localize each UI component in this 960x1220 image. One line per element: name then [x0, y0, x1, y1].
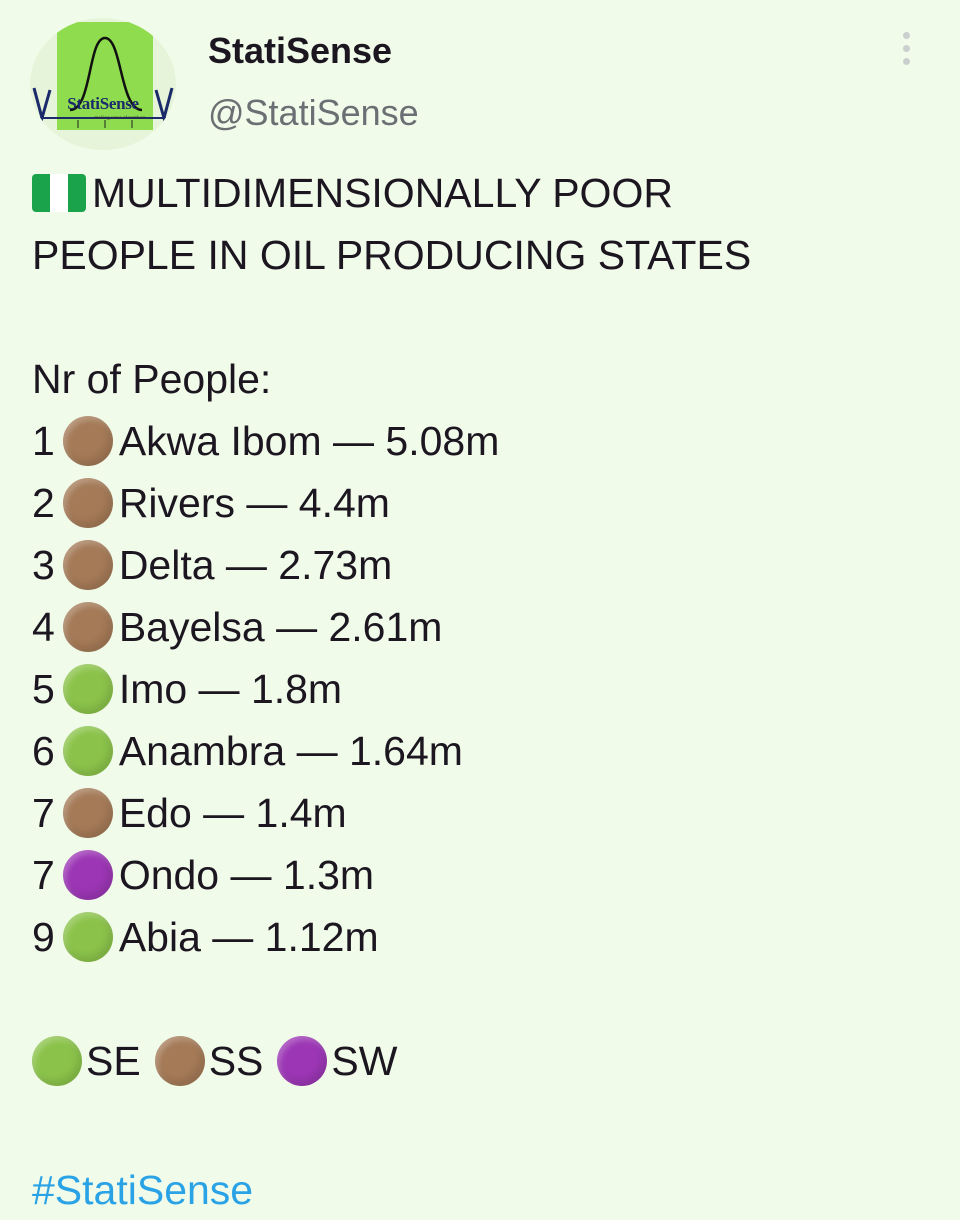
- bell-curve-icon: [32, 36, 174, 128]
- avatar[interactable]: StatiSense making sense of numbers: [30, 18, 176, 150]
- item-rank: 9: [32, 914, 55, 960]
- region-se-dot-icon: [32, 1036, 82, 1086]
- item-text: Edo — 1.4m: [118, 790, 347, 836]
- region-legend: SE SS SW: [32, 1030, 932, 1092]
- list-item: 1 Akwa Ibom — 5.08m: [32, 410, 932, 472]
- region-ss-dot-icon: [62, 478, 113, 528]
- region-ss-dot-icon: [62, 602, 113, 652]
- item-rank: 4: [32, 604, 55, 650]
- item-text: Bayelsa — 2.61m: [118, 604, 443, 650]
- list-item: 6 Anambra — 1.64m: [32, 720, 932, 782]
- item-rank: 3: [32, 542, 55, 588]
- region-se-dot-icon: [62, 912, 113, 962]
- item-rank: 5: [32, 666, 55, 712]
- list-item: 2 Rivers — 4.4m: [32, 472, 932, 534]
- region-sw-dot-icon: [62, 850, 113, 900]
- item-text: Akwa Ibom — 5.08m: [118, 418, 500, 464]
- region-ss-dot-icon: [62, 788, 113, 838]
- region-se-dot-icon: [62, 664, 113, 714]
- item-text: Anambra — 1.64m: [118, 728, 463, 774]
- avatar-logo-tagline: making sense of numbers: [94, 116, 146, 121]
- legend-label: SW: [331, 1038, 398, 1084]
- region-sw-dot-icon: [277, 1036, 328, 1086]
- list-item: 7 Ondo — 1.3m: [32, 844, 932, 906]
- legend-item-se: SE: [32, 1030, 141, 1092]
- post-subtitle: Nr of People:: [32, 356, 272, 402]
- legend-label: SE: [86, 1038, 141, 1084]
- display-name[interactable]: StatiSense: [208, 30, 393, 71]
- more-options-icon[interactable]: [898, 32, 914, 72]
- user-handle[interactable]: @StatiSense: [208, 92, 419, 133]
- list-item: 4 Bayelsa — 2.61m: [32, 596, 932, 658]
- region-ss-dot-icon: [62, 416, 113, 466]
- region-ss-dot-icon: [62, 540, 113, 590]
- avatar-logo-text: StatiSense: [67, 94, 139, 113]
- item-text: Imo — 1.8m: [118, 666, 343, 712]
- item-rank: 2: [32, 480, 55, 526]
- item-text: Abia — 1.12m: [118, 914, 379, 960]
- logo-background: [57, 22, 153, 130]
- item-text: Delta — 2.73m: [118, 542, 393, 588]
- region-ss-dot-icon: [154, 1036, 205, 1086]
- item-rank: 6: [32, 728, 55, 774]
- post-title-line-1: MULTIDIMENSIONALLY POOR: [32, 162, 932, 224]
- legend-item-ss: SS: [154, 1030, 264, 1092]
- list-item: 3 Delta — 2.73m: [32, 534, 932, 596]
- hashtag-link[interactable]: #StatiSense: [32, 1167, 254, 1213]
- legend-item-sw: SW: [277, 1030, 397, 1092]
- item-rank: 7: [32, 790, 55, 836]
- nigeria-flag-icon: [32, 174, 86, 212]
- list-item: 7 Edo — 1.4m: [32, 782, 932, 844]
- list-item: 5 Imo — 1.8m: [32, 658, 932, 720]
- item-text: Rivers — 4.4m: [118, 480, 390, 526]
- item-rank: 1: [32, 418, 55, 464]
- post-body: MULTIDIMENSIONALLY POOR PEOPLE IN OIL PR…: [32, 162, 932, 1092]
- item-rank: 7: [32, 852, 55, 898]
- post-title-text: MULTIDIMENSIONALLY POOR: [92, 170, 673, 216]
- post-header: StatiSense making sense of numbers Stati…: [0, 0, 960, 160]
- item-text: Ondo — 1.3m: [118, 852, 375, 898]
- region-se-dot-icon: [62, 726, 113, 776]
- legend-label: SS: [208, 1038, 264, 1084]
- ranking-list: 1 Akwa Ibom — 5.08m 2 Rivers — 4.4m 3 Delta —…: [32, 410, 932, 968]
- post-title-line-2: PEOPLE IN OIL PRODUCING STATES: [32, 232, 752, 278]
- list-item: 9 Abia — 1.12m: [32, 906, 932, 968]
